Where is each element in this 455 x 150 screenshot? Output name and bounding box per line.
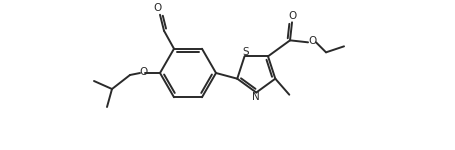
Text: O: O: [153, 3, 162, 13]
Text: N: N: [252, 92, 259, 102]
Text: O: O: [140, 67, 148, 77]
Text: S: S: [242, 47, 248, 57]
Text: O: O: [307, 36, 315, 46]
Text: O: O: [287, 11, 295, 21]
